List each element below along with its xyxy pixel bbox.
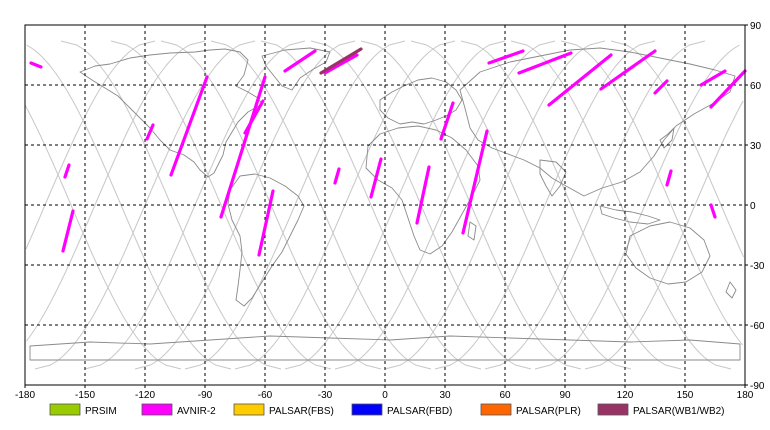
y-tick-label: 30 xyxy=(750,141,762,152)
x-tick-label: 0 xyxy=(382,390,388,401)
coast-north-america xyxy=(79,48,263,178)
orbit-track xyxy=(26,44,232,370)
acquisition-swath xyxy=(487,49,525,65)
acquisition-swath xyxy=(709,203,717,219)
coast-asia xyxy=(459,47,736,197)
legend-swatch xyxy=(49,403,81,416)
x-tick-label: -90 xyxy=(198,390,213,401)
x-tick-label: -30 xyxy=(318,390,333,401)
axis-ticks: -180 -150 -120 -90 -60 -30 0 30 60 90 120 150 180 90 6… xyxy=(15,21,765,401)
legend-swatch xyxy=(141,403,173,416)
acquisition-swaths xyxy=(29,47,747,257)
orbit-track xyxy=(284,40,506,370)
y-tick-label: -90 xyxy=(750,381,765,392)
coast-europe xyxy=(379,77,463,125)
orbit-track xyxy=(410,40,632,370)
x-tick-label: -180 xyxy=(15,390,35,401)
orbit-track xyxy=(26,40,206,342)
x-tick-label: 90 xyxy=(559,390,571,401)
legend: PRSIM AVNIR-2 PALSAR(FBS) PALSAR(FBD) PALSAR… xyxy=(49,403,725,417)
orbit-track xyxy=(434,40,656,370)
x-tick-label: 180 xyxy=(737,390,754,401)
y-tick-label: -30 xyxy=(750,261,765,272)
acquisition-swath xyxy=(517,51,573,75)
y-tick-label: 0 xyxy=(750,201,756,212)
x-tick-label: -150 xyxy=(75,390,95,401)
acquisition-swath xyxy=(145,123,155,141)
x-tick-label: 150 xyxy=(677,390,694,401)
acquisition-swath xyxy=(439,101,455,141)
y-tick-label: -60 xyxy=(750,321,765,332)
x-tick-label: 30 xyxy=(439,390,451,401)
x-tick-label: -120 xyxy=(135,390,155,401)
coast-new-zealand xyxy=(725,281,737,299)
coast-australia xyxy=(625,221,711,285)
legend-label: PALSAR(PLR) xyxy=(516,406,581,417)
acquisition-swath xyxy=(709,69,747,109)
legend-swatch xyxy=(351,403,383,416)
orbit-track xyxy=(134,40,356,370)
legend-label: AVNIR-2 xyxy=(177,406,216,417)
acquisition-swath xyxy=(599,49,657,91)
y-tick-label: 90 xyxy=(750,21,762,32)
acquisition-swath xyxy=(61,209,75,253)
orbit-track xyxy=(584,100,744,370)
legend-label: PALSAR(FBS) xyxy=(269,406,334,417)
acquisition-swath xyxy=(257,189,275,257)
x-tick-label: 120 xyxy=(617,390,634,401)
orbit-track xyxy=(110,40,332,370)
coast-indonesia xyxy=(599,205,661,225)
coast-madagascar xyxy=(467,221,477,241)
legend-swatch xyxy=(233,403,265,416)
coast-japan xyxy=(659,127,675,149)
acquisition-swath xyxy=(369,157,383,199)
acquisition-swath xyxy=(699,69,727,87)
legend-label: PRSIM xyxy=(85,406,117,417)
coast-india xyxy=(539,159,567,197)
acquisition-swath xyxy=(169,75,209,177)
graticule xyxy=(25,25,745,385)
coast-africa xyxy=(365,125,481,255)
acquisition-swath xyxy=(461,129,489,235)
acquisition-swath xyxy=(333,167,341,185)
acquisition-swath xyxy=(243,99,265,135)
orbit-track xyxy=(25,40,156,250)
acquisition-swath xyxy=(415,165,431,225)
acquisition-swath xyxy=(323,53,359,75)
acquisition-swath xyxy=(219,75,267,219)
legend-swatch xyxy=(597,403,629,416)
x-tick-label: -60 xyxy=(258,390,273,401)
acquisition-swath xyxy=(653,79,669,95)
legend-label: PALSAR(FBD) xyxy=(387,406,452,417)
coast-antarctica xyxy=(29,335,741,361)
coast-greenland xyxy=(261,47,331,91)
legend-swatch xyxy=(480,403,512,416)
x-tick-label: 60 xyxy=(499,390,511,401)
legend-label: PALSAR(WB1/WB2) xyxy=(633,406,725,417)
y-tick-label: 60 xyxy=(750,81,762,92)
orbit-track xyxy=(260,40,482,370)
orbit-track xyxy=(610,40,745,258)
acquisition-swath xyxy=(547,53,613,107)
acquisition-swath xyxy=(63,163,71,179)
acquisition-swath xyxy=(283,49,317,73)
acquisition-swath xyxy=(29,61,43,69)
coast-south-america xyxy=(227,173,305,307)
acquisition-swath xyxy=(319,47,363,75)
orbit-track xyxy=(560,40,743,346)
acquisition-swath xyxy=(665,169,673,187)
world-coastlines xyxy=(29,47,741,361)
orbit-track xyxy=(534,44,740,370)
